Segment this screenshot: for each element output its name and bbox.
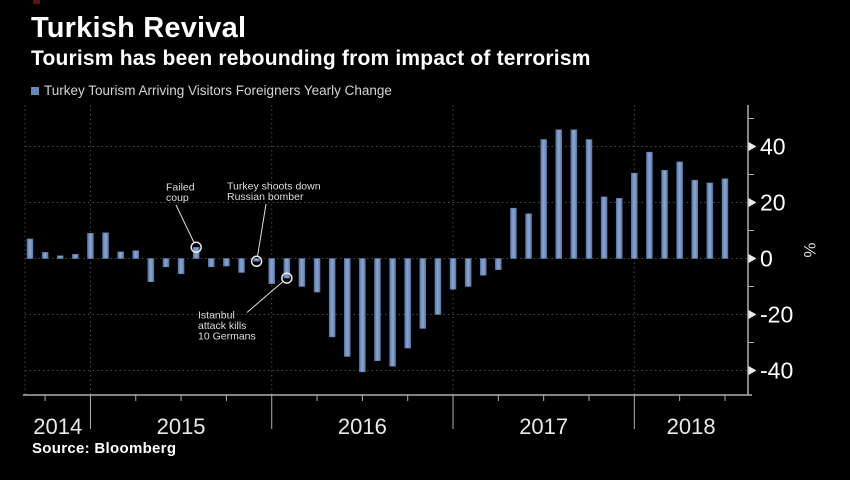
x-axis-year-label: 2016 (338, 414, 387, 439)
bar (464, 258, 472, 287)
bar (208, 258, 215, 268)
bar (434, 258, 442, 315)
y-axis-tick-label: 40 (760, 134, 786, 160)
y-axis-tick-label: 0 (760, 246, 773, 272)
bar (223, 258, 230, 267)
bar (721, 178, 729, 259)
bar (328, 258, 336, 338)
chart-legend: Turkey Tourism Arriving Visitors Foreign… (31, 83, 392, 98)
bar (676, 161, 683, 259)
bar (87, 233, 94, 259)
bar (540, 139, 547, 259)
bar (313, 258, 321, 293)
bar (344, 258, 351, 357)
gridlines (24, 105, 748, 395)
y-axis-tick-label: -20 (760, 302, 793, 328)
annotation-label: Turkey shoots down Russian bomber (227, 181, 321, 204)
bars-group (26, 129, 729, 373)
y-axis-tick-arrow (748, 254, 757, 263)
bar (268, 258, 275, 284)
x-axis-year-label: 2017 (519, 414, 568, 439)
bar (646, 151, 653, 259)
annotation-marker-circle (250, 255, 263, 268)
annotation-leader-line (257, 203, 267, 257)
bar (177, 258, 185, 275)
y-axis-tick-arrow (748, 198, 757, 207)
bar (41, 252, 49, 259)
bar (691, 179, 699, 259)
bar (615, 198, 623, 259)
bar (600, 196, 608, 259)
bar (132, 250, 140, 259)
bar (404, 258, 411, 349)
bar (495, 258, 502, 270)
bar (359, 258, 366, 373)
y-axis-tick-arrow (748, 142, 757, 151)
bar (585, 139, 593, 259)
y-axis-tick-arrow (748, 366, 757, 375)
annotation-label: Failed coup (166, 182, 195, 205)
bar (72, 254, 79, 259)
annotation-leader-line (175, 204, 195, 243)
bar (479, 258, 487, 276)
bar (374, 258, 381, 361)
bar (102, 232, 109, 259)
bar (525, 213, 532, 259)
y-axis-tick-label: -40 (760, 358, 793, 384)
bar (238, 258, 245, 273)
x-axis-year-label: 2014 (33, 414, 82, 439)
annotations: Failed coup Turkey shoots down Russian bomb… (166, 181, 321, 343)
bar (631, 172, 638, 259)
bar (661, 170, 668, 259)
bar (56, 255, 64, 259)
bar (253, 258, 260, 262)
legend-swatch-icon (31, 86, 39, 95)
annotation-marker-circle (190, 241, 202, 254)
bar (555, 129, 563, 259)
axes: 2014 2015 2016 2017 2018 40 20 0 -20 -40% (23, 105, 819, 439)
y-axis-tick-arrow (748, 310, 757, 319)
bar (706, 182, 714, 259)
legend-label: Turkey Tourism Arriving Visitors Foreign… (44, 83, 392, 98)
annotation-leader-line (246, 281, 284, 313)
source-note: Source: Bloomberg (32, 440, 177, 457)
brand-corner-mark (33, 0, 40, 4)
y-axis-unit-label: % (800, 242, 819, 257)
bar (389, 258, 396, 367)
x-axis-year-label: 2018 (667, 414, 716, 439)
bar (117, 251, 124, 259)
bar (449, 258, 457, 290)
bar (298, 258, 306, 287)
y-axis-tick-label: 20 (760, 190, 786, 216)
chart-title: Turkish Revival (31, 12, 247, 44)
x-axis-year-label: 2015 (157, 414, 206, 439)
annotation-label: Istanbul attack kills 10 Germans (198, 310, 256, 343)
bar (419, 258, 427, 329)
bar (510, 207, 517, 259)
chart-subtitle: Tourism has been rebounding from impact … (31, 47, 591, 70)
bar (162, 258, 170, 268)
bar (26, 238, 34, 259)
annotation-marker-circle (281, 272, 293, 284)
bar (570, 129, 578, 259)
bar (147, 258, 155, 282)
bar (283, 258, 291, 279)
